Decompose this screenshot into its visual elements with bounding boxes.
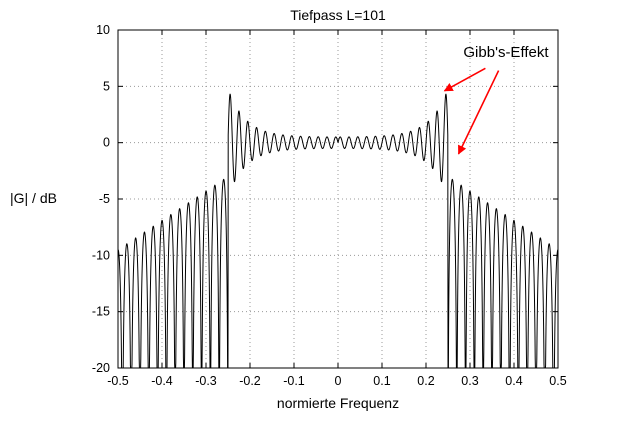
y-tick-label: 5 <box>103 79 110 93</box>
y-tick-label: 0 <box>103 136 110 150</box>
x-tick-label: 0.3 <box>461 374 478 388</box>
chart-title: Tiefpass L=101 <box>290 7 386 23</box>
y-tick-label: 10 <box>96 23 110 37</box>
y-tick-label: -15 <box>92 305 110 319</box>
x-tick-label: 0 <box>335 374 342 388</box>
y-tick-label: -5 <box>99 192 110 206</box>
gibbs-effekt-annotation: Gibb's-Effekt <box>463 44 549 61</box>
x-tick-label: 0.4 <box>505 374 522 388</box>
annotation-arrow <box>443 67 486 92</box>
y-tick-label: -20 <box>92 361 110 375</box>
x-tick-label: -0.3 <box>195 374 217 388</box>
axis-layer: -0.5 -0.4 -0.3 -0.2 -0.1 0 0.1 0.2 0.3 0.4 0.5 10 5 0… <box>92 23 567 388</box>
x-tick-label: -0.5 <box>107 374 129 388</box>
annotation-arrow <box>457 70 500 155</box>
x-tick-label: -0.2 <box>239 374 261 388</box>
curve-layer <box>117 93 559 369</box>
x-tick-label: 0.2 <box>417 374 434 388</box>
x-axis-label: normierte Frequenz <box>277 395 399 411</box>
x-tick-label: -0.1 <box>283 374 305 388</box>
magnitude-curve <box>117 93 559 369</box>
plot-box <box>117 29 559 369</box>
x-tick-label: 0.5 <box>549 374 566 388</box>
y-tick-label: -10 <box>92 248 110 262</box>
y-axis-label: |G| / dB <box>10 190 57 206</box>
x-tick-label: 0.1 <box>373 374 390 388</box>
grid-layer <box>118 30 558 368</box>
x-tick-label: -0.4 <box>151 374 173 388</box>
